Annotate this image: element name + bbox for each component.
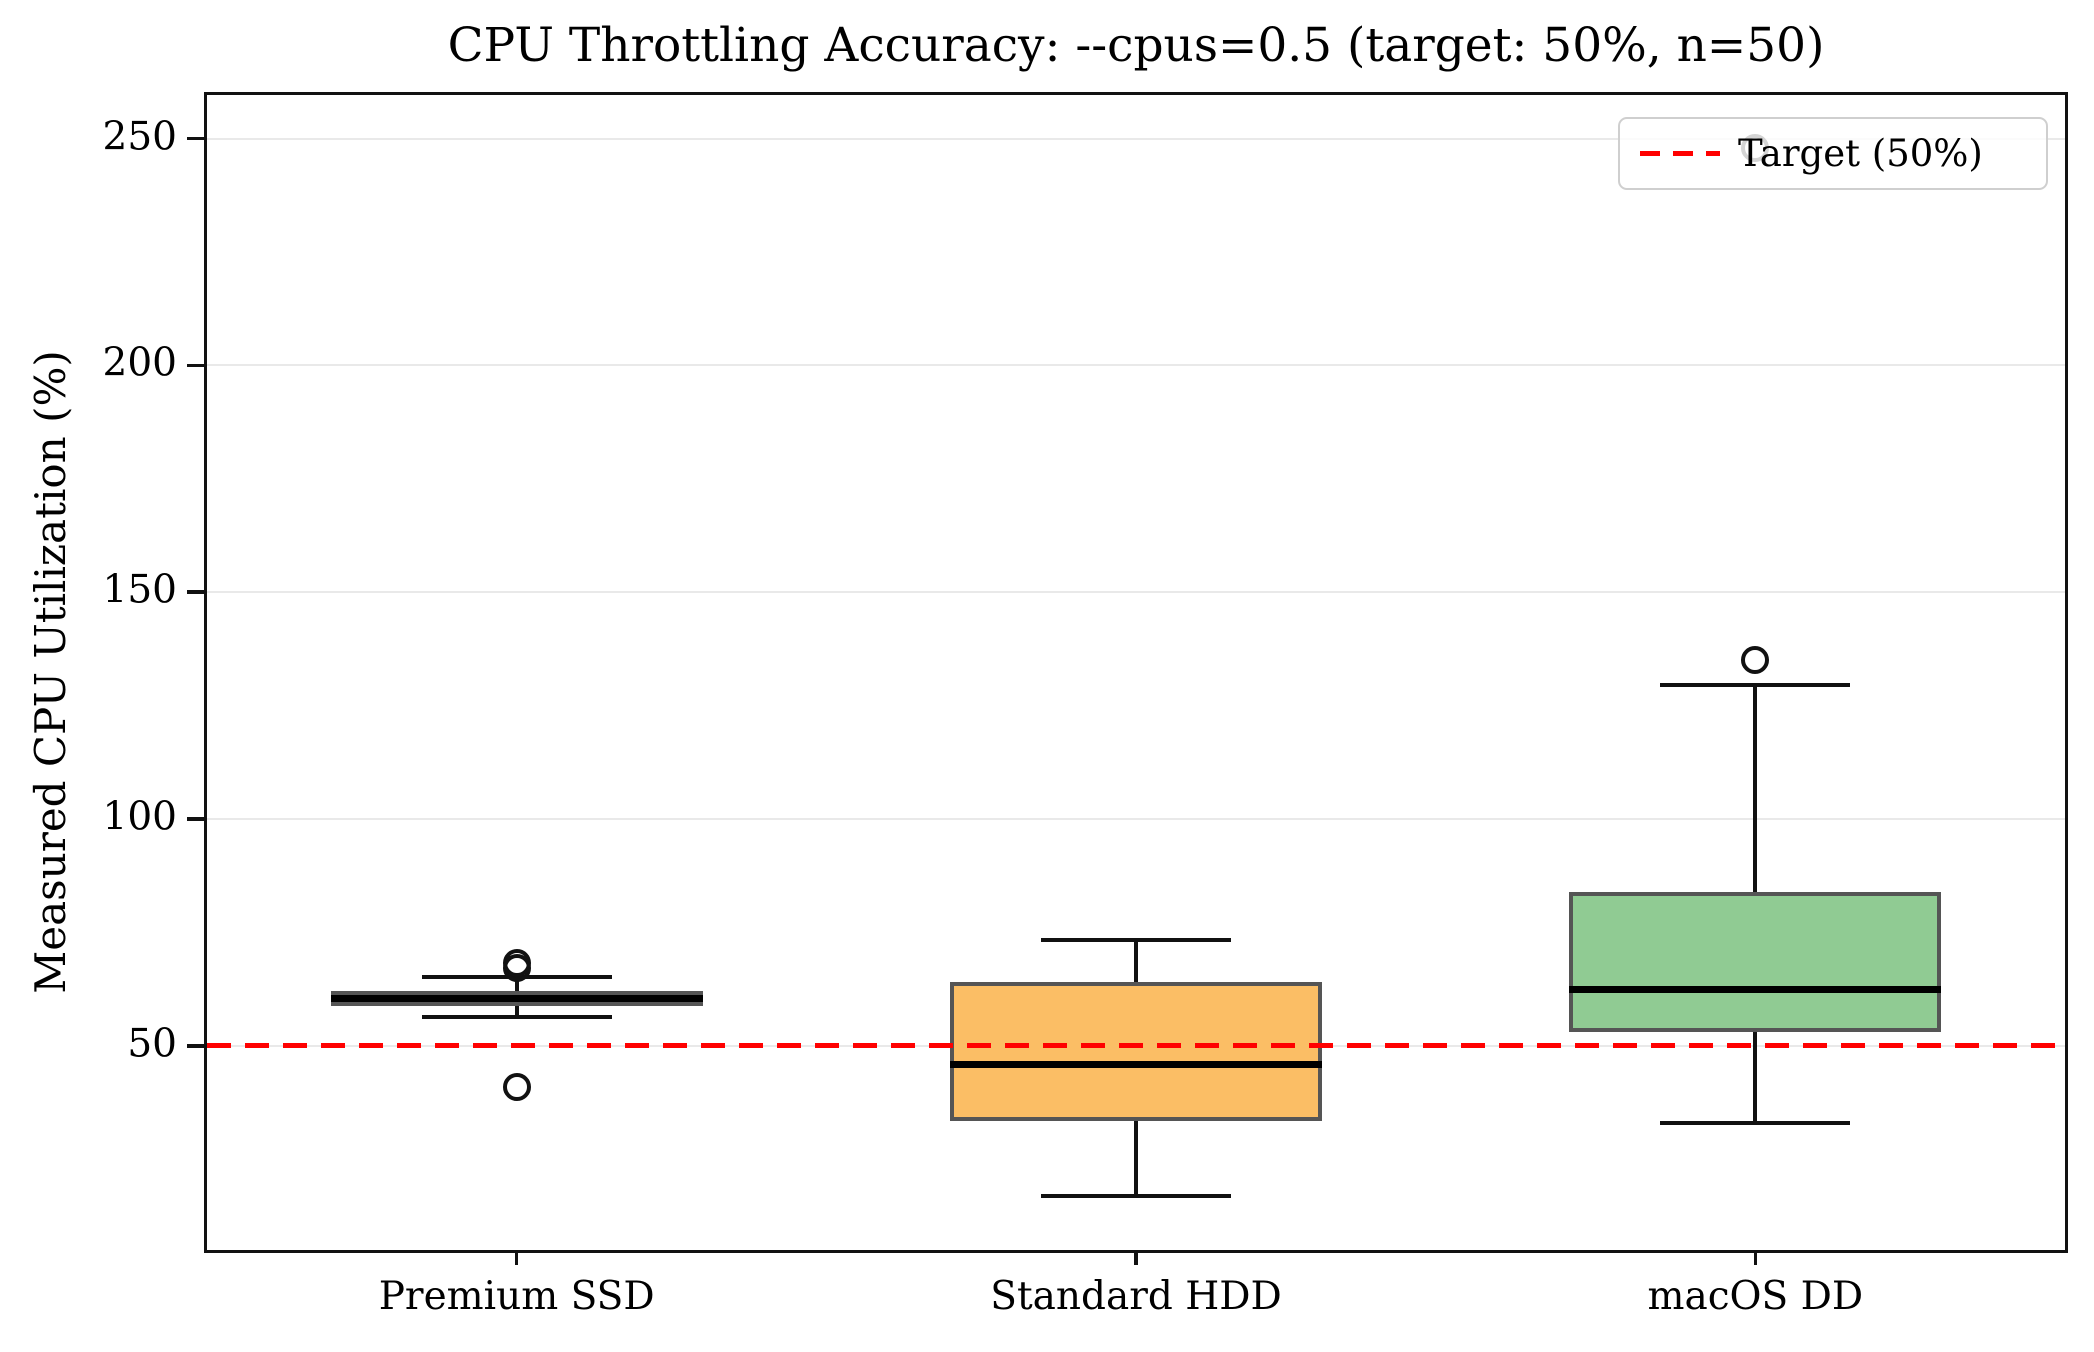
y-tick-label: 100 bbox=[102, 794, 177, 840]
y-tick-label: 250 bbox=[102, 114, 177, 160]
median-line-macos-dd bbox=[1569, 985, 1942, 993]
chart-title: CPU Throttling Accuracy: --cpus=0.5 (tar… bbox=[447, 18, 1825, 73]
y-tick-mark bbox=[187, 136, 204, 141]
legend-label: Target (50%) bbox=[1738, 132, 1983, 175]
whisker-cap-top bbox=[1041, 937, 1231, 942]
outlier-point-premium-ssd bbox=[502, 953, 531, 982]
gridline bbox=[207, 818, 2065, 821]
y-tick-label: 150 bbox=[102, 567, 177, 613]
whisker-cap-bottom bbox=[421, 1015, 612, 1020]
median-line-standard-hdd bbox=[950, 1061, 1322, 1069]
median-line-premium-ssd bbox=[330, 995, 703, 1003]
box-macos-dd bbox=[1569, 891, 1942, 1033]
y-tick-label: 50 bbox=[127, 1021, 177, 1067]
whisker-cap-top bbox=[1660, 683, 1851, 688]
x-tick-label-macos-dd: macOS DD bbox=[1647, 1274, 1864, 1319]
y-axis-label: Measured CPU Utilization (%) bbox=[26, 350, 75, 994]
outlier-point-premium-ssd bbox=[502, 1072, 531, 1101]
upper-whisker-standard-hdd bbox=[1134, 939, 1138, 983]
upper-whisker-macos-dd bbox=[1753, 685, 1758, 892]
y-tick-mark bbox=[187, 817, 204, 821]
x-tick-label-premium-ssd: Premium SSD bbox=[378, 1274, 655, 1319]
outlier-point-macos-dd bbox=[1741, 646, 1770, 675]
lower-whisker-premium-ssd bbox=[514, 1006, 519, 1018]
target-line bbox=[207, 1043, 2065, 1049]
upper-whisker-premium-ssd bbox=[514, 976, 519, 991]
whisker-cap-bottom bbox=[1660, 1120, 1851, 1125]
whisker-cap-bottom bbox=[1041, 1193, 1231, 1198]
gridline bbox=[207, 137, 2065, 140]
dashed-line-icon bbox=[1640, 151, 1720, 156]
y-tick-mark bbox=[187, 363, 204, 368]
gridline bbox=[207, 364, 2065, 367]
x-tick-mark bbox=[1134, 1250, 1138, 1265]
lower-whisker-macos-dd bbox=[1753, 1032, 1758, 1123]
x-tick-mark bbox=[514, 1250, 519, 1265]
box-standard-hdd bbox=[950, 982, 1322, 1122]
gridline bbox=[207, 591, 2065, 594]
y-tick-label: 200 bbox=[102, 341, 177, 387]
plot-area: 50 100 150 200 250 Premium SSD Standard HDD mac… bbox=[103, 92, 2068, 1319]
x-tick-label-standard-hdd: Standard HDD bbox=[990, 1274, 1282, 1319]
y-tick-mark bbox=[187, 1044, 204, 1048]
y-tick-mark bbox=[187, 590, 204, 594]
legend: Target (50%) bbox=[1618, 117, 2048, 190]
lower-whisker-standard-hdd bbox=[1134, 1121, 1138, 1196]
x-tick-mark bbox=[1753, 1250, 1758, 1265]
